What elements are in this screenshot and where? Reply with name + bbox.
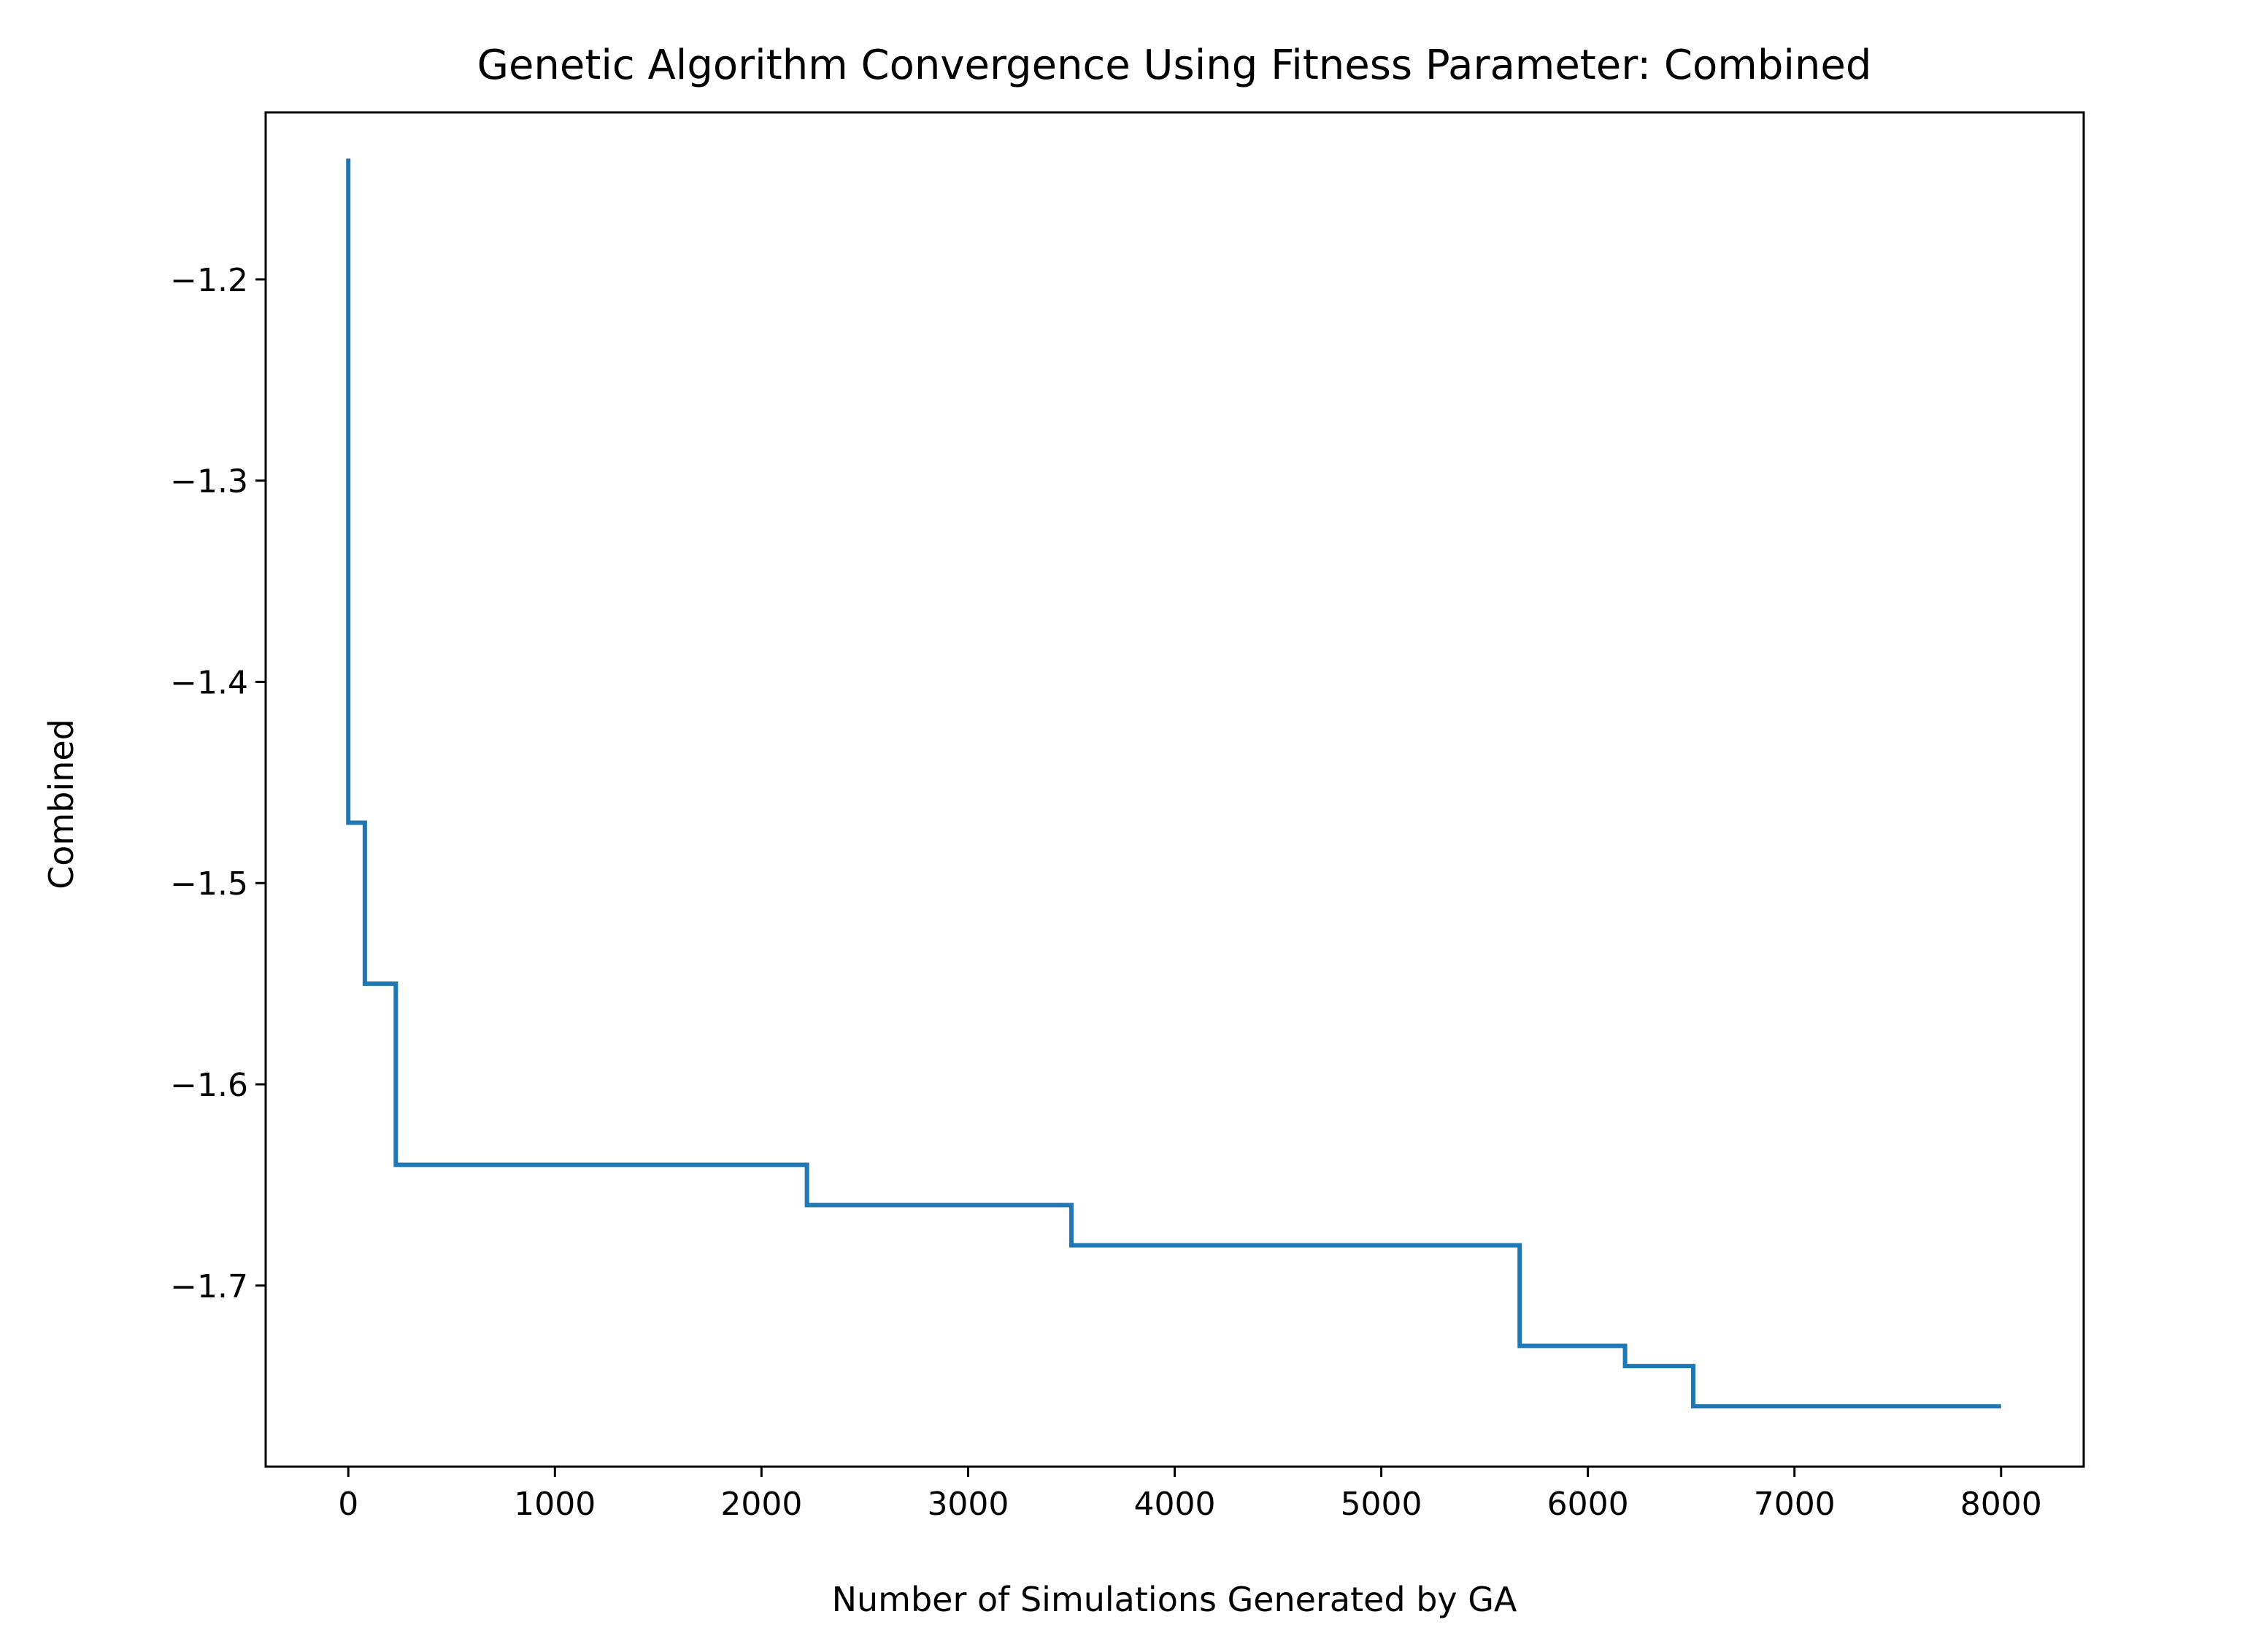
x-tick-label: 1000 xyxy=(514,1486,596,1523)
chart-title: Genetic Algorithm Convergence Using Fitn… xyxy=(477,42,1872,89)
y-axis-ticks: −1.2 −1.3 −1.4 −1.5 −1.6 −1.7 xyxy=(170,262,266,1305)
x-axis-label: Number of Simulations Generated by GA xyxy=(832,1580,1517,1619)
series-layer xyxy=(346,158,2001,1409)
x-tick-label: 6000 xyxy=(1547,1486,1629,1523)
x-axis-ticks: 0 1000 2000 3000 4000 5000 6000 7000 8000 xyxy=(338,1467,2042,1523)
x-tick-label: 8000 xyxy=(1960,1486,2042,1523)
x-tick-label: 2000 xyxy=(720,1486,802,1523)
x-tick-label: 3000 xyxy=(927,1486,1009,1523)
x-tick-label: 7000 xyxy=(1754,1486,1836,1523)
x-tick-label: 4000 xyxy=(1134,1486,1216,1523)
x-tick-label: 0 xyxy=(338,1486,358,1523)
y-tick-label: −1.5 xyxy=(170,865,248,903)
y-tick-label: −1.3 xyxy=(170,463,248,501)
y-tick-label: −1.4 xyxy=(170,664,248,701)
y-axis-label: Combined xyxy=(42,719,81,889)
x-tick-label: 5000 xyxy=(1341,1486,1422,1523)
y-tick-label: −1.6 xyxy=(170,1067,248,1104)
y-tick-label: −1.2 xyxy=(170,262,248,299)
y-tick-label: −1.7 xyxy=(170,1268,248,1305)
series-line-0 xyxy=(346,158,2001,1409)
